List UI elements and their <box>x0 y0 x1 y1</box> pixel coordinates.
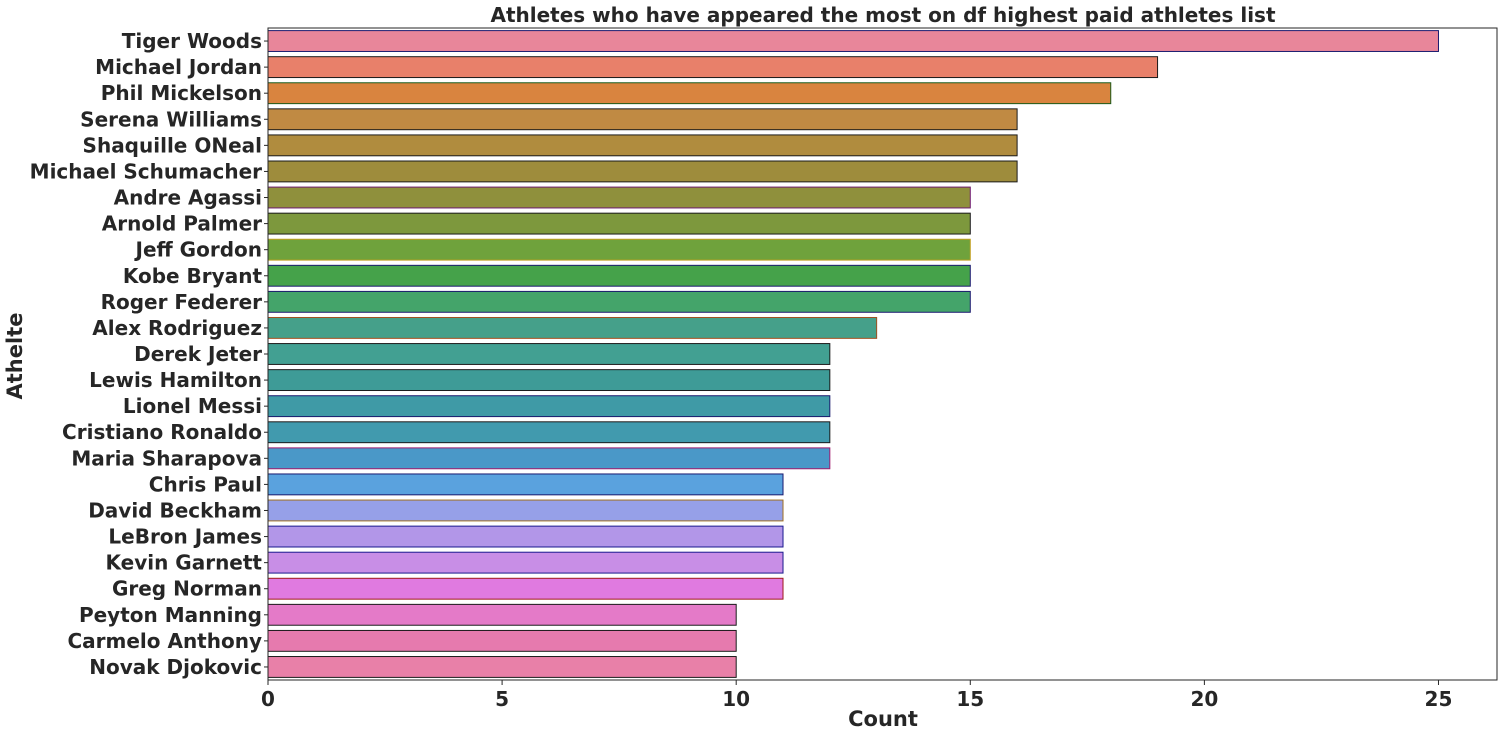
bar-andre-agassi <box>267 186 971 209</box>
y-tick-label: Maria Sharapova <box>71 446 262 470</box>
bars-layer <box>267 30 1439 678</box>
y-tick-label: Phil Mickelson <box>101 81 262 105</box>
y-tick-label: David Beckham <box>88 498 262 522</box>
y-tick-label: Cristiano Ronaldo <box>62 420 262 444</box>
x-tick-label: 15 <box>956 687 984 711</box>
bar-kevin-garnett <box>267 551 784 574</box>
bar-chris-paul <box>267 473 784 496</box>
y-tick-label: Lewis Hamilton <box>89 368 262 392</box>
bar-lionel-messi <box>267 395 831 418</box>
bar-shaquille-oneal <box>267 134 1018 157</box>
y-tick-label: Roger Federer <box>101 290 263 314</box>
y-tick-label: Michael Jordan <box>95 55 262 79</box>
y-tick-label: Greg Norman <box>112 577 262 601</box>
bar-derek-jeter <box>267 343 831 365</box>
y-tick-label: Alex Rodriguez <box>92 316 262 340</box>
bar-jeff-gordon <box>267 238 971 261</box>
bar-alex-rodriguez <box>267 316 878 339</box>
bar-michael-jordan <box>267 56 1159 79</box>
bar-lewis-hamilton <box>267 369 831 392</box>
plot-frame <box>267 27 1498 681</box>
y-tick-label: Novak Djokovic <box>89 655 262 679</box>
y-tick-label: Shaquille ONeal <box>83 133 262 157</box>
y-tick-label: Carmelo Anthony <box>67 629 262 653</box>
bar-serena-williams <box>267 108 1018 131</box>
y-tick-label: Lionel Messi <box>123 394 262 418</box>
bar-phil-mickelson <box>267 82 1112 105</box>
y-tick-label: Serena Williams <box>80 107 262 131</box>
x-tick-labels: 0 5 10 15 20 25 <box>261 687 1452 711</box>
y-tick-label: Arnold Palmer <box>102 212 262 236</box>
bar-roger-federer <box>267 290 971 313</box>
y-tick-label: Peyton Manning <box>79 603 262 627</box>
x-tick-label: 20 <box>1190 687 1218 711</box>
chart-title: Athletes who have appeared the most on d… <box>490 3 1275 27</box>
bar-peyton-manning <box>267 603 737 626</box>
x-axis-label: Count <box>848 707 918 731</box>
bar-novak-djokovic <box>267 656 737 678</box>
axes <box>264 27 1498 685</box>
y-tick-label: Derek Jeter <box>134 342 262 366</box>
bar-michael-schumacher <box>267 160 1018 183</box>
bar-david-beckham <box>267 499 784 522</box>
bar-lebron-james <box>267 525 784 548</box>
bar-greg-norman <box>267 577 784 600</box>
y-tick-label: Andre Agassi <box>114 186 262 210</box>
y-tick-label: Kobe Bryant <box>123 264 263 288</box>
bar-tiger-woods <box>267 30 1439 52</box>
bar-kobe-bryant <box>267 264 971 287</box>
y-tick-label: Michael Schumacher <box>30 159 262 183</box>
bar-carmelo-anthony <box>267 629 737 652</box>
bar-maria-sharapova <box>267 447 831 470</box>
y-tick-label: Chris Paul <box>149 472 262 496</box>
x-tick-label: 5 <box>495 687 509 711</box>
x-tick-label: 25 <box>1425 687 1453 711</box>
bar-cristiano-ronaldo <box>267 421 831 444</box>
y-tick-label: Jeff Gordon <box>134 238 262 262</box>
y-tick-label: Tiger Woods <box>122 29 262 53</box>
y-axis-label: Athelte <box>3 313 27 400</box>
y-tick-label: Kevin Garnett <box>105 551 262 575</box>
bar-arnold-palmer <box>267 212 971 235</box>
y-tick-label: LeBron James <box>108 525 262 549</box>
x-tick-label: 10 <box>722 687 750 711</box>
x-tick-label: 0 <box>261 687 275 711</box>
